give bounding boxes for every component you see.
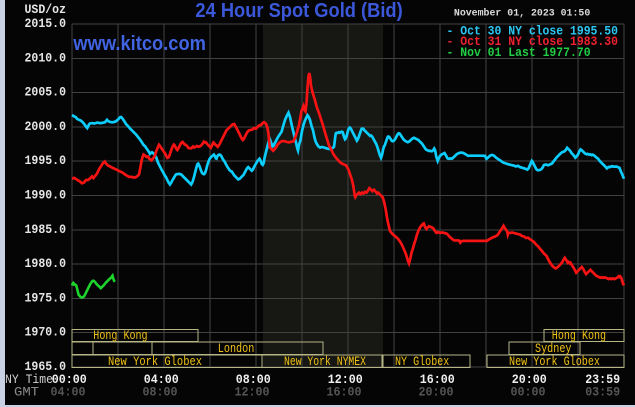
svg-text:New York Globex: New York Globex [108, 355, 202, 369]
svg-text:12:00: 12:00 [328, 372, 363, 387]
svg-text:- Oct 31 NY close 1983.30: - Oct 31 NY close 1983.30 [447, 34, 619, 49]
svg-text:20:00: 20:00 [419, 385, 454, 400]
svg-text:04:00: 04:00 [51, 385, 86, 400]
svg-text:20:00: 20:00 [512, 372, 547, 387]
svg-text:2005.0: 2005.0 [25, 85, 67, 100]
svg-text:November 01, 2023 01:50: November 01, 2023 01:50 [454, 7, 590, 19]
svg-text:New York NYMEX: New York NYMEX [284, 355, 366, 369]
svg-text:- Oct 30 NY close 1995.50: - Oct 30 NY close 1995.50 [447, 23, 619, 38]
svg-text:2000.0: 2000.0 [25, 119, 67, 134]
svg-text:1975.0: 1975.0 [25, 290, 67, 305]
svg-text:16:00: 16:00 [420, 372, 455, 387]
svg-text:GMT: GMT [14, 385, 39, 400]
svg-text:1965.0: 1965.0 [25, 359, 67, 374]
svg-text:www.kitco.com: www.kitco.com [72, 33, 205, 55]
svg-text:16:00: 16:00 [327, 385, 362, 400]
svg-text:00:00: 00:00 [52, 372, 87, 387]
svg-text:2015.0: 2015.0 [25, 16, 67, 31]
svg-text:08:00: 08:00 [236, 372, 271, 387]
svg-text:USD/oz: USD/oz [25, 2, 67, 17]
svg-text:1980.0: 1980.0 [25, 256, 67, 271]
svg-text:03:59: 03:59 [585, 385, 620, 400]
svg-text:New York Globex: New York Globex [509, 355, 600, 369]
svg-text:12:00: 12:00 [235, 385, 270, 400]
svg-text:NY Globex: NY Globex [395, 355, 449, 369]
svg-text:23:59: 23:59 [585, 372, 620, 387]
svg-text:1985.0: 1985.0 [25, 222, 67, 237]
svg-text:Hong Kong: Hong Kong [552, 329, 606, 343]
svg-text:08:00: 08:00 [143, 385, 178, 400]
svg-text:04:00: 04:00 [144, 372, 179, 387]
svg-text:Sydney: Sydney [535, 342, 572, 356]
svg-text:London: London [218, 342, 255, 356]
svg-text:2010.0: 2010.0 [25, 50, 67, 65]
svg-text:24 Hour Spot Gold (Bid): 24 Hour Spot Gold (Bid) [195, 0, 402, 22]
svg-text:1990.0: 1990.0 [25, 188, 67, 203]
svg-text:Hong Kong: Hong Kong [93, 329, 147, 343]
svg-text:- Nov 01 Last 1977.70: - Nov 01 Last 1977.70 [447, 45, 591, 60]
svg-text:1995.0: 1995.0 [25, 153, 67, 168]
svg-text:NY Time: NY Time [5, 372, 53, 387]
svg-text:00:00: 00:00 [511, 385, 546, 400]
svg-text:1970.0: 1970.0 [25, 325, 67, 340]
